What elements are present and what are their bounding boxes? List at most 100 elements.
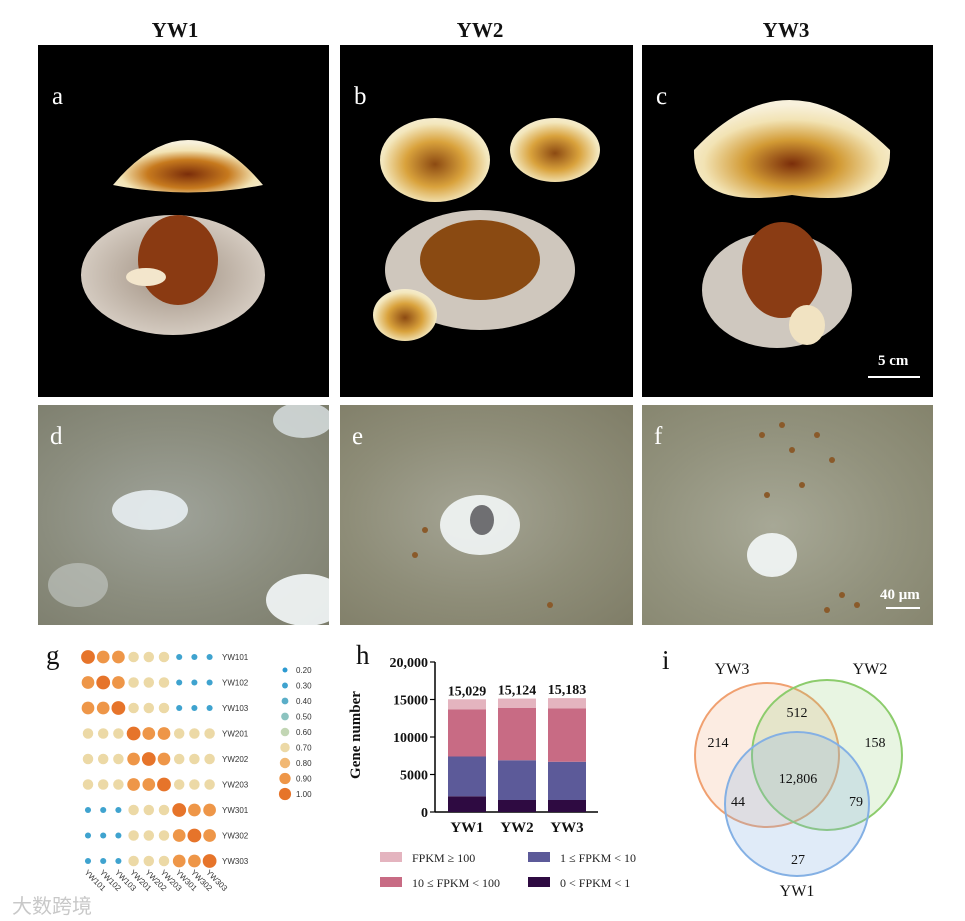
panel-letter-c: c	[656, 83, 668, 110]
venn-region-count: 512	[787, 706, 808, 721]
matrix-dot	[100, 806, 107, 814]
micrograph-yw2	[412, 495, 553, 608]
photo-panel-b: b	[340, 45, 633, 397]
x-tick-label: YW2	[500, 820, 533, 836]
matrix-dot	[173, 753, 185, 765]
panel-letter-a: a	[52, 83, 64, 110]
panel-letter-e: e	[352, 423, 364, 450]
bar-segment	[498, 760, 536, 800]
matrix-dot	[204, 753, 215, 765]
matrix-dot	[176, 704, 183, 712]
matrix-dot	[158, 651, 170, 663]
matrix-dot	[172, 803, 187, 817]
matrix-dot	[113, 728, 124, 739]
matrix-dot	[128, 677, 139, 688]
legend-swatch	[380, 877, 402, 887]
bar-segment	[448, 699, 486, 710]
matrix-dot	[176, 679, 183, 686]
matrix-dot	[96, 650, 110, 664]
bar-segment	[498, 698, 536, 708]
bar-segment	[548, 708, 586, 762]
panel-letter-b: b	[354, 83, 367, 110]
matrix-dot	[203, 829, 216, 842]
y-axis-label: Gene number	[348, 691, 364, 779]
correlation-matrix: YW101 YW102 YW103 YW201 YW202 YW203 YW301 YW302…	[81, 650, 312, 893]
legend-label: 0.30	[296, 682, 312, 691]
micro-panel-d: d	[38, 405, 329, 625]
legend-label: 1.00	[296, 790, 312, 799]
matrix-dot	[158, 804, 170, 816]
matrix-dot	[172, 854, 186, 868]
matrix-dot	[82, 753, 94, 765]
legend-label: 0.80	[296, 759, 312, 768]
x-tick-label: YW1	[450, 820, 483, 836]
legend-label: 0.90	[296, 775, 312, 784]
matrix-dot	[202, 854, 217, 868]
matrix-dot	[128, 651, 139, 663]
matrix-dot	[157, 777, 171, 792]
micro-panel-f: f 40 μm	[642, 405, 933, 625]
venn-region-count: 158	[865, 736, 886, 751]
matrix-dot	[142, 727, 156, 740]
row-label: YW202	[222, 755, 249, 764]
matrix-dot	[115, 832, 122, 839]
matrix-dot	[115, 806, 122, 814]
mushroom-photo-yw3	[693, 100, 891, 348]
legend-swatch	[380, 852, 402, 862]
venn-region-count: 79	[849, 795, 863, 810]
bar-segment	[498, 800, 536, 812]
gene-number-bar-chart: 0 5000 10000 15000 20,000 Gene number 15,029 YW…	[348, 656, 636, 890]
legend-dot	[278, 787, 292, 801]
y-tick-label: 0	[421, 806, 428, 821]
matrix-dot	[176, 653, 183, 661]
legend-swatch	[528, 852, 550, 862]
matrix-dot	[204, 779, 215, 790]
row-label: YW102	[222, 679, 249, 688]
matrix-dot	[128, 830, 139, 841]
bar-segment	[448, 796, 486, 812]
legend-dot	[280, 727, 290, 737]
legend-label: 0.70	[296, 744, 312, 753]
mushroom-photo-yw2	[373, 118, 600, 341]
legend-label: 0 < FPKM < 1	[560, 876, 630, 890]
matrix-dot	[204, 728, 215, 739]
legend-label: 10 ≤ FPKM < 100	[412, 876, 500, 890]
panel-letter-h: h	[356, 640, 370, 670]
matrix-dot	[189, 779, 200, 790]
matrix-dot	[113, 779, 124, 790]
panel-letter-d: d	[50, 423, 63, 450]
matrix-dot	[188, 854, 201, 868]
bar-total-label: 15,183	[548, 683, 587, 698]
matrix-dot	[81, 650, 95, 664]
bar-segment	[448, 709, 486, 757]
venn-region-count: 12,806	[779, 772, 818, 787]
row-label: YW103	[222, 704, 249, 713]
matrix-dot	[187, 828, 202, 843]
y-tick-label: 5000	[400, 769, 428, 784]
matrix-dot	[112, 676, 125, 689]
matrix-dot	[97, 728, 109, 739]
matrix-dot	[143, 855, 155, 867]
matrix-dot	[127, 752, 140, 766]
micrograph-yw1	[48, 405, 329, 625]
matrix-dot	[113, 753, 124, 765]
scale-bar-photo	[868, 376, 920, 378]
legend-label: 0.40	[296, 697, 312, 706]
matrix-dot	[172, 829, 186, 842]
scale-label-5cm: 5 cm	[878, 353, 909, 369]
mushroom-photo-yw1	[81, 140, 265, 335]
matrix-dot	[158, 702, 170, 714]
venn-circle-yw3	[694, 682, 840, 828]
panel-letter-g: g	[46, 640, 60, 670]
venn-set-label-yw3: YW3	[715, 661, 750, 678]
legend-swatch	[528, 877, 550, 887]
matrix-dot	[84, 857, 92, 865]
bar-segment	[548, 698, 586, 709]
bar-segment	[498, 707, 536, 761]
row-label: YW302	[222, 832, 249, 841]
matrix-dot	[112, 650, 125, 664]
panel-letter-f: f	[654, 423, 663, 450]
matrix-dot	[128, 855, 139, 867]
bar-segment	[548, 761, 586, 800]
photo-panel-c: c 5 cm	[642, 45, 933, 397]
